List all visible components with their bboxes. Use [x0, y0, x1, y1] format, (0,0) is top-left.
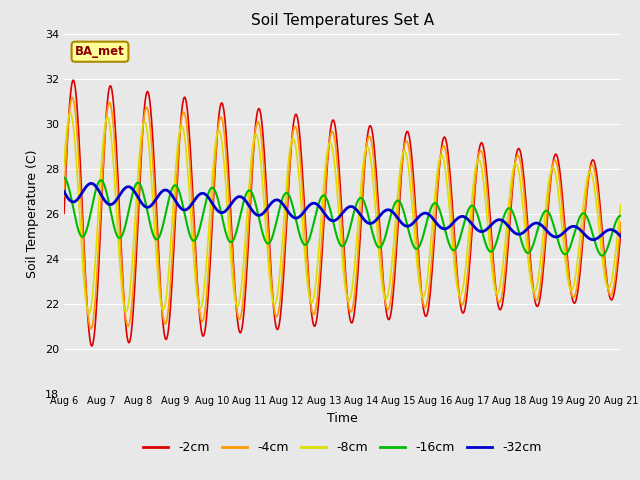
-16cm	[426, 207, 434, 213]
-2cm	[215, 113, 223, 119]
-16cm	[184, 226, 192, 231]
-2cm	[617, 229, 625, 235]
X-axis label: Time: Time	[327, 412, 358, 425]
-8cm	[129, 250, 137, 256]
-2cm	[70, 77, 77, 83]
-16cm	[60, 175, 68, 180]
-2cm	[71, 82, 79, 88]
-32cm	[214, 208, 222, 214]
Line: -32cm: -32cm	[64, 183, 621, 240]
-2cm	[129, 312, 137, 318]
Line: -8cm: -8cm	[64, 113, 621, 313]
-32cm	[70, 199, 78, 204]
-16cm	[617, 213, 625, 219]
-4cm	[412, 220, 419, 226]
-4cm	[129, 288, 137, 294]
-16cm	[410, 244, 418, 250]
Text: BA_met: BA_met	[75, 45, 125, 58]
-32cm	[617, 234, 625, 240]
Legend: -2cm, -4cm, -8cm, -16cm, -32cm: -2cm, -4cm, -8cm, -16cm, -32cm	[138, 436, 547, 459]
-2cm	[428, 271, 436, 277]
-4cm	[68, 95, 76, 101]
-2cm	[412, 205, 419, 211]
-8cm	[412, 245, 419, 251]
-2cm	[60, 211, 68, 216]
Title: Soil Temperatures Set A: Soil Temperatures Set A	[251, 13, 434, 28]
-8cm	[428, 228, 436, 233]
-16cm	[598, 253, 606, 259]
Line: -2cm: -2cm	[64, 80, 621, 346]
-4cm	[186, 155, 193, 161]
-8cm	[60, 162, 68, 168]
-32cm	[589, 237, 596, 242]
-4cm	[428, 256, 436, 262]
-32cm	[411, 218, 419, 224]
Line: -4cm: -4cm	[64, 98, 621, 329]
-8cm	[186, 192, 193, 197]
-4cm	[87, 326, 95, 332]
-16cm	[214, 194, 221, 200]
-16cm	[127, 195, 135, 201]
Y-axis label: Soil Temperature (C): Soil Temperature (C)	[26, 149, 39, 278]
-2cm	[186, 132, 193, 138]
-32cm	[87, 180, 95, 186]
-32cm	[185, 205, 193, 211]
-8cm	[67, 110, 74, 116]
-32cm	[128, 186, 136, 192]
Line: -16cm: -16cm	[64, 178, 621, 256]
-32cm	[60, 189, 68, 194]
-8cm	[617, 202, 625, 207]
-2cm	[88, 343, 96, 349]
-4cm	[60, 193, 68, 199]
-4cm	[215, 120, 223, 125]
-32cm	[428, 214, 435, 219]
-8cm	[71, 139, 79, 144]
-8cm	[85, 311, 93, 316]
-4cm	[71, 105, 79, 111]
-4cm	[617, 219, 625, 225]
-16cm	[70, 209, 78, 215]
-8cm	[215, 127, 223, 133]
